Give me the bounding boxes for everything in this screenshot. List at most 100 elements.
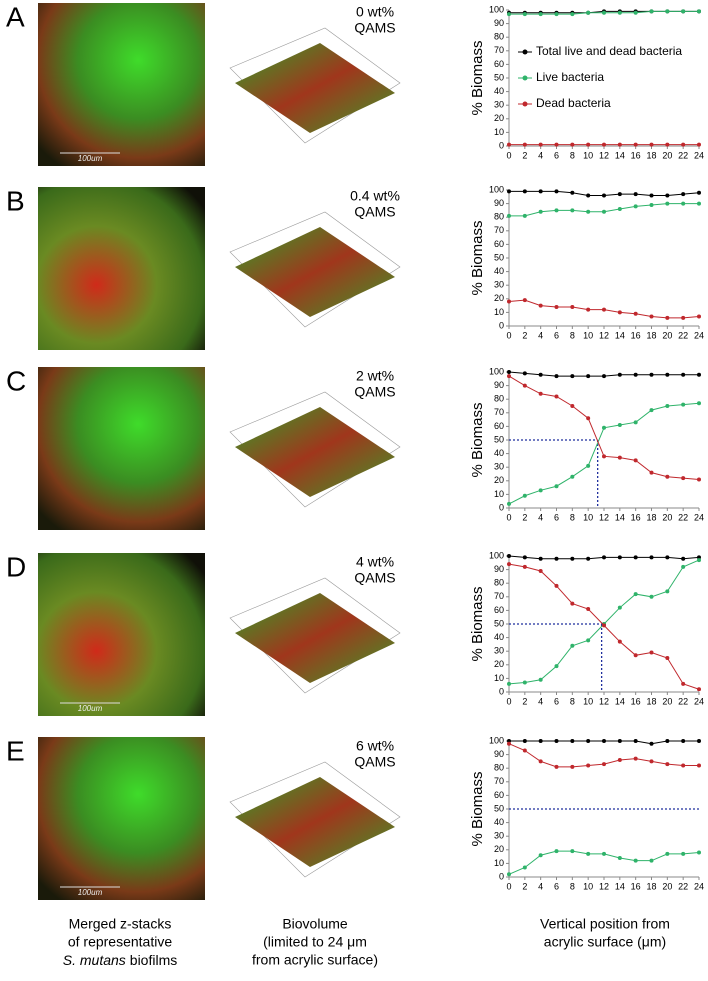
x-tick-label: 8	[570, 881, 575, 891]
y-tick-label: 90	[494, 749, 504, 759]
y-tick-label: 70	[494, 45, 504, 55]
x-tick-label: 10	[583, 150, 593, 160]
data-point	[602, 307, 606, 312]
data-point	[633, 592, 638, 597]
data-point	[586, 416, 591, 421]
data-point	[570, 556, 575, 561]
x-tick-label: 10	[583, 696, 593, 706]
x-tick-label: 8	[570, 512, 575, 522]
y-tick-label: 0	[499, 320, 504, 330]
caption: Vertical position from	[540, 916, 670, 932]
legend-label: Total live and dead bacteria	[536, 44, 682, 58]
data-point	[522, 739, 527, 743]
biovolume	[235, 407, 395, 497]
series-line	[508, 559, 700, 685]
data-point	[649, 759, 654, 764]
data-point	[570, 142, 575, 147]
y-tick-label: 80	[494, 32, 504, 42]
x-tick-label: 2	[522, 696, 527, 706]
data-point	[617, 555, 622, 560]
data-point	[665, 474, 670, 479]
x-tick-label: 12	[599, 512, 609, 522]
data-point	[554, 12, 559, 17]
panel-letter: E	[6, 735, 25, 766]
data-point	[617, 192, 622, 197]
data-point	[697, 687, 701, 692]
biovolume-box	[229, 577, 401, 694]
x-tick-label: 16	[631, 150, 641, 160]
caption: from acrylic surface)	[252, 952, 378, 968]
y-axis-label: % Biomass	[469, 402, 486, 477]
data-point	[697, 142, 701, 147]
y-tick-label: 0	[499, 140, 504, 150]
data-point	[633, 204, 638, 209]
y-tick-label: 100	[489, 184, 504, 194]
data-point	[665, 762, 670, 767]
data-point	[649, 202, 654, 207]
x-tick-label: 14	[615, 512, 625, 522]
data-point	[554, 142, 559, 147]
data-point	[507, 12, 511, 17]
caption: acrylic surface (μm)	[544, 934, 666, 950]
x-tick-label: 10	[583, 512, 593, 522]
data-point	[554, 739, 559, 743]
data-point	[507, 299, 511, 304]
series-line	[509, 203, 699, 217]
data-point	[507, 370, 511, 374]
data-point	[602, 209, 606, 214]
x-tick-label: 4	[538, 150, 543, 160]
data-point	[649, 858, 654, 863]
concentration-label: QAMS	[354, 20, 395, 36]
x-tick-label: 0	[506, 696, 511, 706]
x-tick-label: 24	[694, 696, 704, 706]
data-point	[586, 763, 591, 768]
data-point	[617, 310, 622, 315]
data-point	[633, 458, 638, 463]
data-point	[554, 484, 559, 489]
y-tick-label: 70	[494, 591, 504, 601]
data-point	[633, 142, 638, 147]
legend-label: Live bacteria	[536, 70, 604, 84]
y-tick-label: 90	[494, 564, 504, 574]
panel-letter: D	[6, 551, 26, 582]
data-point	[665, 193, 670, 198]
data-point	[665, 142, 670, 147]
y-tick-label: 90	[494, 380, 504, 390]
data-point	[538, 556, 543, 561]
micrograph	[38, 553, 205, 716]
x-tick-label: 6	[554, 330, 559, 340]
data-point	[507, 681, 511, 686]
y-tick-label: 80	[494, 394, 504, 404]
x-tick-label: 24	[694, 881, 704, 891]
data-point	[697, 190, 701, 195]
concentration-label: 4 wt%	[356, 554, 394, 570]
data-point	[586, 739, 591, 743]
concentration-label: 2 wt%	[356, 368, 394, 384]
y-tick-label: 100	[489, 550, 504, 560]
concentration-label: QAMS	[354, 384, 395, 400]
data-point	[681, 372, 686, 377]
data-point	[665, 404, 670, 408]
data-point	[570, 764, 575, 769]
data-point	[570, 739, 575, 743]
data-point	[522, 865, 527, 870]
x-tick-label: 16	[631, 330, 641, 340]
x-tick-label: 22	[678, 150, 688, 160]
y-tick-label: 70	[494, 407, 504, 417]
x-tick-label: 8	[570, 150, 575, 160]
x-tick-label: 20	[662, 150, 672, 160]
data-point	[570, 304, 575, 309]
y-axis-label: % Biomass	[469, 771, 486, 846]
data-point	[649, 193, 654, 198]
x-tick-label: 14	[615, 696, 625, 706]
x-tick-label: 0	[506, 330, 511, 340]
y-tick-label: 40	[494, 86, 504, 96]
x-tick-label: 12	[599, 881, 609, 891]
caption: biofilms	[130, 952, 177, 968]
biovolume	[235, 227, 395, 317]
biovolume	[235, 43, 395, 133]
data-point	[633, 653, 638, 658]
data-point	[617, 207, 622, 212]
micrograph	[38, 187, 205, 350]
data-point	[665, 372, 670, 377]
